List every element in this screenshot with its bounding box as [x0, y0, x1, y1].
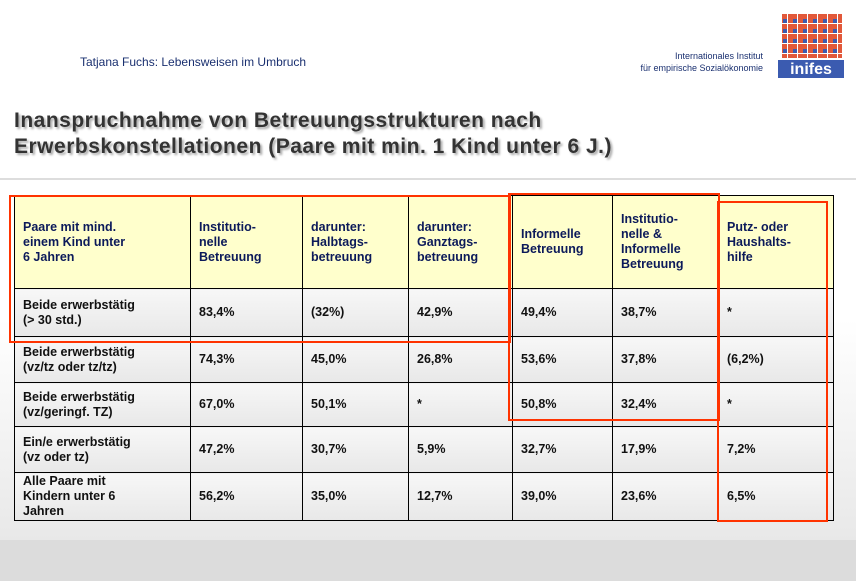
table-row: Beide erwerbstätig (vz/tz oder tz/tz) 74,… — [14, 336, 834, 383]
cell: 6,5% — [718, 472, 834, 521]
highlight-box — [717, 201, 828, 522]
row-label: Beide erwerbstätig (vz/tz oder tz/tz) — [14, 336, 191, 383]
cell: 38,7% — [612, 288, 719, 337]
author: Tatjana Fuchs: Lebensweisen im Umbruch — [80, 55, 307, 69]
cell: 35,0% — [302, 472, 409, 521]
footer-band — [0, 540, 856, 581]
rule — [0, 178, 856, 180]
cell: 74,3% — [190, 336, 303, 383]
row-label: Ein/e erwerbstätig (vz oder tz) — [14, 426, 191, 473]
cell: 42,9% — [408, 288, 513, 337]
header-cell: Informelle Betreuung — [512, 195, 613, 289]
cell: 45,0% — [302, 336, 409, 383]
title-line: Erwerbskonstellationen (Paare mit min. 1… — [14, 135, 612, 158]
cell: 50,1% — [302, 382, 409, 427]
row-label: Beide erwerbstätig (> 30 std.) — [14, 288, 191, 337]
institute-line: für empirische Sozialökonomie — [640, 63, 763, 73]
cell: 53,6% — [512, 336, 613, 383]
cell: 23,6% — [612, 472, 719, 521]
cell: 12,7% — [408, 472, 513, 521]
institute: Internationales Institut für empirische … — [640, 50, 763, 74]
cell: (6,2%) — [718, 336, 834, 383]
cell: * — [718, 288, 834, 337]
logo-text: inifes — [790, 61, 832, 78]
highlight-box — [508, 193, 720, 421]
cell: 37,8% — [612, 336, 719, 383]
institute-line: Internationales Institut — [674, 51, 763, 61]
table-row: Alle Paare mit Kindern unter 6 Jahren 56,… — [14, 472, 834, 521]
cell: * — [718, 382, 834, 427]
header-cell: Institutio- nelle & Informelle Betreuung — [612, 195, 719, 289]
cell: 5,9% — [408, 426, 513, 473]
cell: 32,7% — [512, 426, 613, 473]
cell: 83,4% — [190, 288, 303, 337]
row-label: Alle Paare mit Kindern unter 6 Jahren — [14, 472, 191, 521]
cell: 7,2% — [718, 426, 834, 473]
header-cell: darunter: Ganztags- betreuung — [408, 195, 513, 289]
logo: inifes — [778, 14, 844, 78]
cell: 39,0% — [512, 472, 613, 521]
title-line: Inanspruchnahme von Betreuungsstrukturen… — [14, 109, 542, 132]
highlight-box — [9, 195, 511, 343]
table: Paare mit mind. einem Kind unter 6 Jahre… — [14, 195, 834, 521]
logo-grid — [782, 14, 842, 58]
cell: 56,2% — [190, 472, 303, 521]
cell: 26,8% — [408, 336, 513, 383]
table-row: Ein/e erwerbstätig (vz oder tz) 47,2% 30,7… — [14, 426, 834, 473]
title: Inanspruchnahme von Betreuungsstrukturen… — [14, 108, 612, 160]
cell: 67,0% — [190, 382, 303, 427]
cell: 17,9% — [612, 426, 719, 473]
cell: 47,2% — [190, 426, 303, 473]
logo-bar — [778, 60, 844, 78]
cell: * — [408, 382, 513, 427]
row-label: Beide erwerbstätig (vz/geringf. TZ) — [14, 382, 191, 427]
header-cell: Putz- oder Haushalts- hilfe — [718, 195, 834, 289]
cell: (32%) — [302, 288, 409, 337]
cell: 30,7% — [302, 426, 409, 473]
header-row: Paare mit mind. einem Kind unter 6 Jahre… — [14, 195, 834, 289]
table-row: Beide erwerbstätig (> 30 std.) 83,4% (32%)… — [14, 288, 834, 337]
header-cell: darunter: Halbtags- betreuung — [302, 195, 409, 289]
